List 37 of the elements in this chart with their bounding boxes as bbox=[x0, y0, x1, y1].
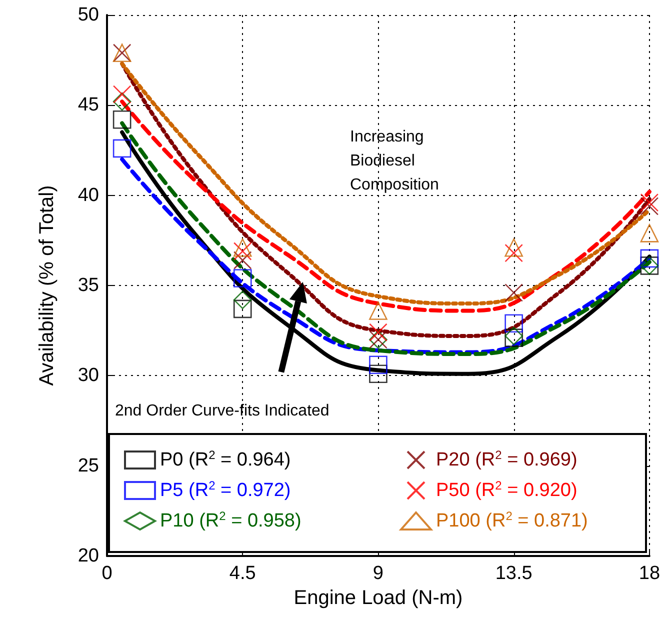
y-tick-label: 25 bbox=[78, 455, 99, 476]
y-axis-title: Availability (% of Total) bbox=[36, 185, 58, 386]
annotation: Increasing Biodiesel Composition bbox=[350, 128, 439, 194]
point bbox=[504, 314, 523, 333]
x-tick-label: 9 bbox=[372, 563, 384, 584]
point bbox=[640, 197, 659, 216]
point bbox=[233, 242, 252, 260]
x-axis-title: Engine Load (N-m) bbox=[294, 587, 463, 609]
point bbox=[112, 85, 132, 104]
y-tick-label: 30 bbox=[78, 365, 99, 386]
y-tick-label: 45 bbox=[78, 94, 99, 116]
point bbox=[640, 193, 659, 212]
point bbox=[504, 238, 523, 257]
y-tick-label: 50 bbox=[78, 4, 99, 26]
point bbox=[233, 251, 252, 270]
point bbox=[640, 249, 659, 268]
y-tick-label: 20 bbox=[78, 546, 99, 566]
point bbox=[233, 290, 252, 310]
x-tick-label: 0 bbox=[102, 563, 112, 584]
point bbox=[504, 284, 523, 302]
point bbox=[369, 323, 388, 342]
annotation: 2nd Order Curve-fits Indicated bbox=[115, 402, 330, 420]
point bbox=[504, 244, 523, 262]
point bbox=[112, 110, 132, 129]
point bbox=[369, 356, 388, 374]
x-tick-label: 13.5 bbox=[495, 563, 532, 584]
point bbox=[369, 302, 388, 320]
point bbox=[233, 269, 252, 288]
point bbox=[112, 139, 132, 158]
point bbox=[233, 238, 252, 257]
point bbox=[112, 92, 132, 111]
y-tick-label: 40 bbox=[78, 184, 99, 206]
point bbox=[233, 300, 252, 318]
x-tick-label: 18 bbox=[638, 563, 660, 584]
point bbox=[640, 224, 659, 242]
y-tick-label: 35 bbox=[78, 275, 99, 296]
x-tick-label: 4.5 bbox=[229, 563, 256, 584]
